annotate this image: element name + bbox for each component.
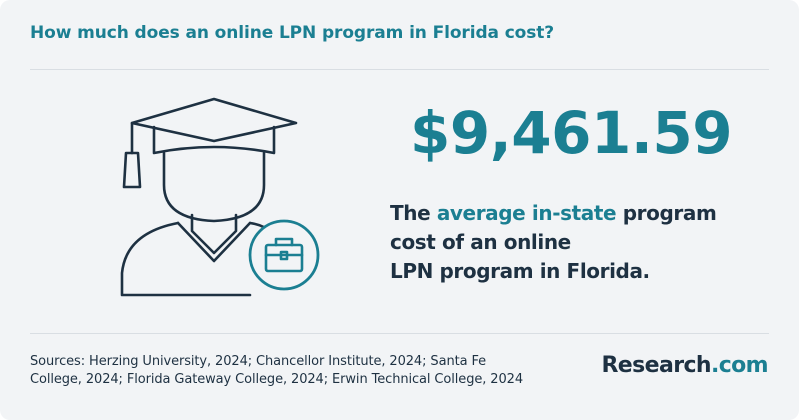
desc-line-2: cost of an online — [390, 230, 571, 254]
desc-line-1: The average in-state program — [390, 199, 750, 228]
brand-main: Research — [601, 353, 711, 378]
divider-bottom — [30, 333, 769, 334]
sources-line-1: Sources: Herzing University, 2024; Chanc… — [30, 354, 487, 369]
mortarboard-icon — [130, 97, 298, 143]
brand-logo: Research.com — [601, 355, 768, 377]
desc-line-3: LPN program in Florida. — [390, 259, 650, 283]
divider-top — [30, 69, 769, 70]
brand-suffix: .com — [710, 353, 769, 378]
stat-description: The average in-state program cost of an … — [390, 199, 750, 286]
page-title: How much does an online LPN program in F… — [30, 23, 555, 43]
desc-line1-rest: program — [616, 201, 717, 225]
desc-prefix: The — [390, 201, 437, 225]
desc-highlight: average in-state — [436, 201, 617, 225]
average-cost-amount: $9,461.59 — [410, 99, 733, 167]
graduate-with-briefcase-icon — [120, 97, 320, 297]
briefcase-icon — [264, 237, 304, 273]
sources-text: Sources: Herzing University, 2024; Chanc… — [30, 353, 590, 389]
sources-line-2: College, 2024; Florida Gateway College, … — [30, 372, 523, 387]
